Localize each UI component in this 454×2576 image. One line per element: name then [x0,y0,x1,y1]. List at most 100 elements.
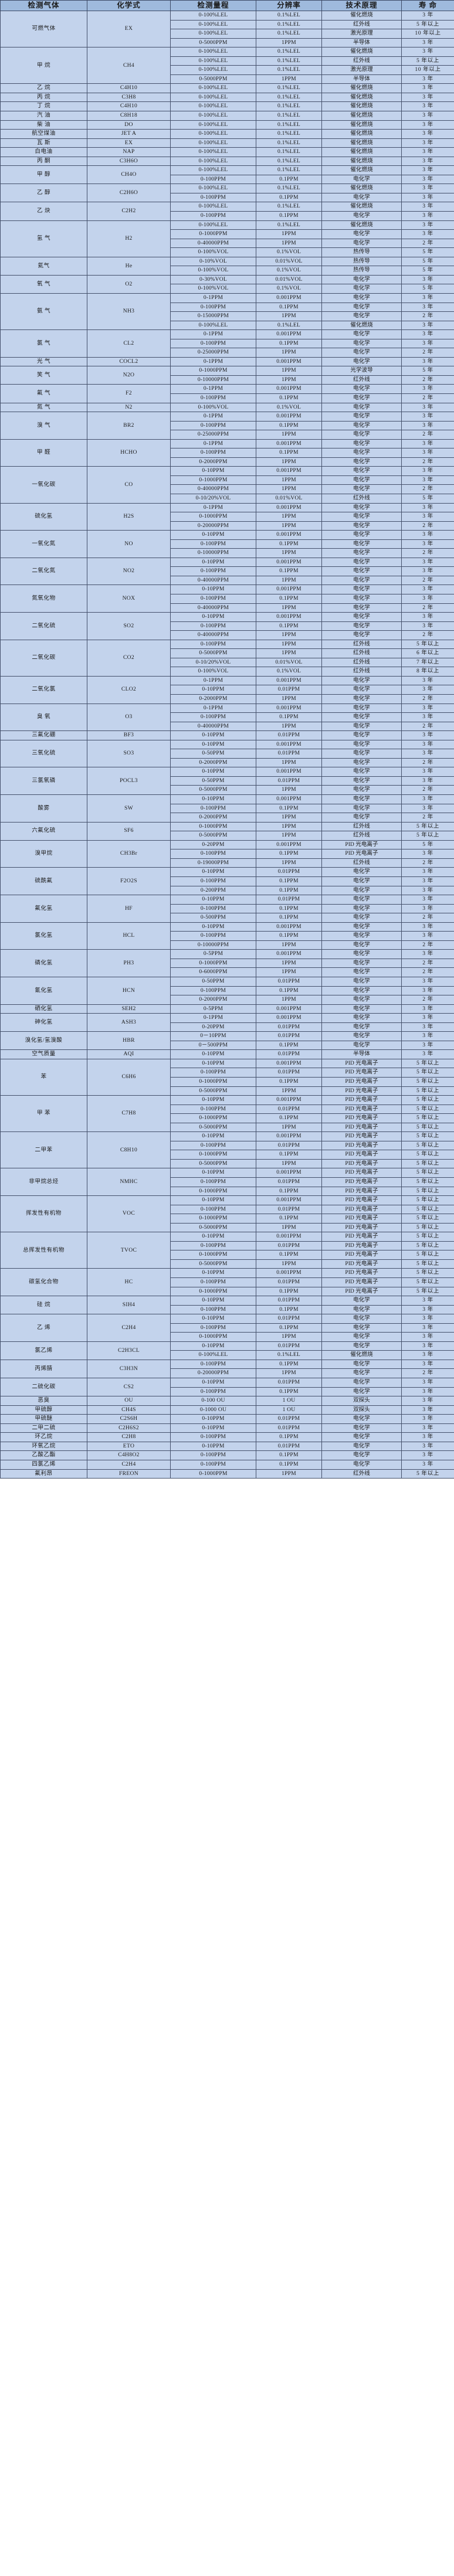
cell-resolution: 0.001PPM [256,384,322,394]
cell-technology: PID 光电离子 [321,1232,402,1242]
cell-resolution: 0.1PPM [256,885,322,896]
cell-lifetime: 3 年 [401,749,454,759]
cell-technology: 催化燃烧 [321,83,402,93]
cell-resolution: 0.001PPM [256,794,322,804]
cell-lifetime: 3 年 [401,922,454,932]
cell-technology: 电化学 [321,521,402,531]
cell-technology: PID 光电离子 [321,1204,402,1215]
cell-chemical-formula: C7H8 [87,1095,171,1133]
cell-resolution: 0.1PPM [256,1304,322,1315]
cell-lifetime: 5 年以上 [401,1286,454,1297]
cell-detection-range: 0-10PPM [170,1232,256,1242]
table-row: 0-20000PPM 1PPM 电化学 2 年 [1,521,454,531]
cell-resolution: 1PPM [256,311,322,321]
cell-lifetime: 5 年以上 [401,1150,454,1160]
cell-resolution: 1PPM [256,648,322,658]
table-row: 乙 烷 C4H10 0-100%LEL 0.1%LEL 催化燃烧 3 年 [0,83,454,93]
cell-lifetime: 3 年 [401,120,454,130]
cell-chemical-formula: O2 [87,274,171,294]
table-row: 硒化氢 SEH2 0-5PPM 0.001PPM 电化学 3 年 [0,1004,454,1014]
cell-lifetime: 5 年以上 [401,1095,454,1105]
cell-chemical-formula: BF3 [87,730,171,740]
cell-chemical-formula: FREON [87,1469,171,1479]
cell-detection-range: 0-40000PPM [170,238,256,249]
cell-technology: 电化学 [321,302,402,312]
cell-detection-range: 0-100PPM [170,712,256,722]
cell-technology: 电化学 [321,1368,402,1379]
cell-technology: 电化学 [321,356,402,367]
cell-detection-range: 0-100PPM [170,1277,256,1287]
cell-detection-range: 0-100PPM [170,1204,256,1215]
cell-technology: 电化学 [321,757,402,768]
table-row: 0-100PPM 0.1PPM 电化学 3 年 [1,594,454,604]
table-row: 0-100%VOL 0.1%VOL 热传导 5 年 [1,266,454,276]
cell-technology: 电化学 [321,229,402,239]
table-row: 氦气 He 0-10%VOL 0.01%VOL 热传导 5 年 [0,256,454,276]
cell-gas-name: 汽 油 [0,111,87,121]
cell-detection-range: 0-1000PPM [170,1186,256,1197]
cell-detection-range: 0-50PPM [170,749,256,759]
cell-technology: 电化学 [321,730,402,740]
table-row: 挥发性有机物 VOC 0-10PPM 0.001PPM PID 光电离子 5 年以上 [0,1195,454,1233]
cell-resolution: 0.001PPM [256,1232,322,1242]
cell-gas-name: 环氧乙烷 [0,1441,87,1452]
cell-detection-range: 0-10PPM [170,1058,256,1069]
cell-resolution: 0.1%LEL [256,138,322,148]
table-row: 丁 烷 C4H10 0-100%LEL 0.1%LEL 催化燃烧 3 年 [0,101,454,112]
cell-detection-range: 0-2000PPM [170,694,256,704]
cell-technology: 电化学 [321,557,402,567]
cell-resolution: 1PPM [256,521,322,531]
column-header-gas: 检测气体 [0,0,87,11]
cell-detection-range: 0-1000PPM [170,1286,256,1297]
cell-detection-range: 0-100%LEL [170,111,256,121]
cell-technology: PID 光电离子 [321,1250,402,1260]
cell-lifetime: 2 年 [401,457,454,467]
cell-resolution: 1PPM [256,512,322,522]
table-row: 0-100%LEL 0.1%LEL 激光原理 10 年以上 [1,29,454,39]
cell-resolution: 0.1PPM [256,192,322,203]
cell-technology: 催化燃烧 [321,111,402,121]
cell-technology: PID 光电离子 [321,1277,402,1287]
cell-technology: PID 光电离子 [321,1068,402,1078]
cell-resolution: 0.001PPM [256,1095,322,1105]
cell-technology: PID 光电离子 [321,1186,402,1197]
cell-lifetime: 3 年 [401,730,454,740]
cell-detection-range: 0-10%VOL [170,256,256,267]
cell-lifetime: 7 年以上 [401,657,454,668]
gas-detection-spec-sheet: 检测气体 化学式 检测量程 分辨率 技术原理 寿 命 可燃气体 EX 0-100%L… [0,0,454,1479]
cell-resolution: 0.01PPM [256,776,322,786]
cell-gas-name: 航空煤油 [0,129,87,139]
cell-technology: 催化燃烧 [321,120,402,130]
table-row: 可燃气体 EX 0-100%LEL 0.1%LEL 催化燃烧 3 年 [0,10,454,48]
cell-gas-name: 恶臭 [0,1396,87,1406]
cell-detection-range: 0-1000PPM [170,229,256,239]
cell-lifetime: 3 年 [401,174,454,185]
cell-lifetime: 5 年以上 [401,1469,454,1479]
cell-technology: 电化学 [321,958,402,968]
cell-lifetime: 2 年 [401,858,454,868]
cell-detection-range: 0－500PPM [170,1040,256,1051]
cell-lifetime: 3 年 [401,584,454,594]
cell-lifetime: 5 年以上 [401,1140,454,1151]
cell-gas-name: 氯 气 [0,329,87,358]
table-row: 0-5000PPM 1PPM 半导体 3 年 [1,74,454,84]
cell-lifetime: 3 年 [401,420,454,431]
cell-resolution: 1PPM [256,1122,322,1133]
table-row: 硫酰氟 F2O2S 0-10PPM 0.01PPM 电化学 3 年 [0,867,454,896]
cell-lifetime: 3 年 [401,1022,454,1032]
cell-detection-range: 0-100%LEL [170,147,256,157]
table-row: 二氧化氯 CLO2 0-1PPM 0.001PPM 电化学 3 年 [0,675,454,704]
cell-chemical-formula: H2 [87,220,171,257]
cell-resolution: 0.1%VOL [256,667,322,677]
table-row: 0-100PPM 0.01PPM PID 光电离子 5 年以上 [1,1068,454,1078]
cell-lifetime: 2 年 [401,813,454,823]
cell-detection-range: 0-100PPM [170,621,256,631]
table-row: 甲硫醇 CH4S 0-1000 OU 1 OU 双探头 3 年 [0,1405,454,1415]
cell-lifetime: 2 年 [401,603,454,613]
cell-chemical-formula: SIH4 [87,1296,171,1315]
cell-resolution: 0.1%LEL [256,47,322,57]
cell-resolution: 0.1%VOL [256,266,322,276]
cell-technology: 红外线 [321,831,402,841]
cell-detection-range: 0-10PPM [170,1131,256,1141]
column-header-lifetime: 寿 命 [401,0,454,11]
